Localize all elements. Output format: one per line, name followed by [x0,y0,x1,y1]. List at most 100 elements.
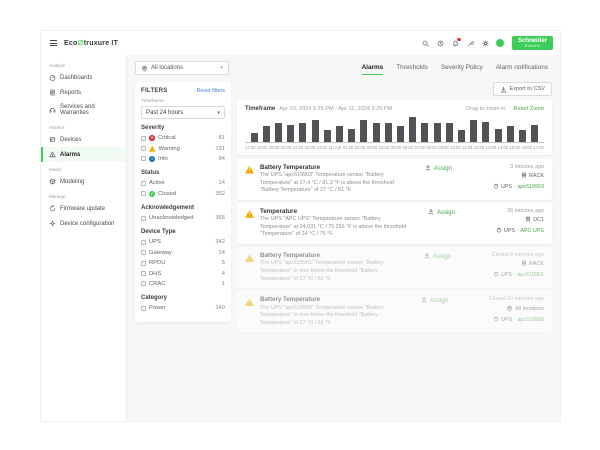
timeframe-label: Timeframe [141,99,164,104]
menu-hamburger-icon[interactable] [48,38,59,48]
x-tick-label: 17:00 [533,144,544,150]
alarm-card[interactable]: ! Battery Temperature The UPS "apc619905" … [237,291,552,333]
alarm-list: ! Battery Temperature The UPS "apc619903" … [237,158,552,336]
alarm-device-link[interactable]: UPS · APC UPS [496,227,544,235]
assign-button[interactable]: Assign [428,208,490,217]
sidebar-item-firmware-update[interactable]: Firmware update [41,201,126,216]
sidebar-item-modeling[interactable]: Modeling [41,174,126,189]
alarm-location-label: RACK [529,173,544,179]
alarm-device-name: APC UPS [520,227,544,234]
filter-item-info: i Info 94 [141,154,225,164]
filter-item-label: RPDU [149,260,166,267]
assign-button[interactable]: Assign [425,164,487,173]
reset-zoom-button[interactable]: Reset Zoom [513,106,544,112]
chart-bar-03:00 [372,123,380,142]
sidebar-item-label: Alarms [60,151,81,158]
timeframe-value: Past 24 hours [146,109,184,116]
alarm-title: Battery Temperature [260,163,321,171]
sidebar-item-services-and-warranties[interactable]: Services and Warranties [41,100,126,120]
x-tick-label: 19:00 [268,144,280,150]
timeframe-select[interactable]: Past 24 hours ▾ [141,106,225,119]
x-tick-label: 14:00 [497,144,509,150]
location-selector[interactable]: All locations ▾ [135,61,229,75]
rack-icon [521,260,527,268]
alarm-device-link[interactable]: UPS · apc619901 [493,271,544,279]
tab-severity-policy[interactable]: Severity Policy [440,64,483,71]
export-to-csv-button[interactable]: Export to CSV [492,82,552,96]
checkbox[interactable] [141,146,146,152]
app-logo: Eco∅truxure IT [64,39,118,47]
search-icon[interactable] [421,39,430,48]
sidebar-item-reports[interactable]: Reports [41,85,126,100]
sidebar-item-alarms[interactable]: Alarms [41,147,126,162]
ecostruxure-logo-mark-icon: ∅ [77,40,84,47]
person-icon [425,165,431,173]
filter-item-label: DHS [149,270,162,277]
filter-item-count: 14 [218,249,225,256]
sidebar-item-device-configuration[interactable]: Device configuration [41,216,126,231]
checkbox[interactable] [141,191,146,197]
checkbox[interactable] [141,250,146,256]
chart-bar-09:00 [445,123,453,142]
topbar-icons [421,37,505,48]
checkbox[interactable] [141,305,146,311]
user-avatar[interactable] [496,39,505,48]
chart-timeframe-range: Apr 10, 2024 5:25 PM - Apr 11, 2024 5:25… [279,106,393,112]
logo-group: Eco∅truxure IT [48,38,118,48]
tab-thresholds[interactable]: Thresholds [396,64,428,71]
alarm-location[interactable]: RACK [521,172,544,180]
sidebar-item-dashboards[interactable]: Dashboards [41,70,126,85]
assign-button[interactable]: Assign [424,252,486,261]
alarm-device-type: UPS · [500,183,516,190]
alarm-meta: Closed 8 minutes ago RACK UPS · apc619901 [492,252,544,279]
alarm-body: Battery Temperature The UPS "apc619903" T… [260,164,419,195]
chart-bars [245,116,544,142]
tab-alarm-notifications[interactable]: Alarm notifications [495,64,548,71]
filter-item-crac: CRAC 1 [141,279,225,289]
reset-filters-link[interactable]: Reset filters [196,88,225,94]
alarm-device-name: apc619905 [517,317,544,324]
chart-bar-17:00 [250,133,258,142]
alarm-card[interactable]: ! Battery Temperature The UPS "apc619901" … [237,246,552,289]
alarm-card[interactable]: ! Temperature The UPS "APC UPS" Temperatur… [237,202,552,244]
filter-group-label: Acknowledgement [141,204,195,211]
alarm-device-link[interactable]: UPS · apc619903 [493,182,544,191]
notifications-bell-icon[interactable] [451,37,461,48]
tab-alarms[interactable]: Alarms [361,64,384,75]
assign-button[interactable]: Assign [421,296,483,305]
alarm-location[interactable]: All locations [506,305,544,314]
filter-item-count: 4 [221,270,225,277]
app-body: Analyze Dashboards Reports Services and War… [41,55,560,421]
checkbox[interactable] [141,156,146,162]
content-area: All locations ▾ Alarms Thresholds Severity… [127,55,560,421]
schneider-electric-logo[interactable]: Schneider Electric [511,35,553,51]
history-clock-icon[interactable] [436,39,445,48]
chart-bar-02:00 [360,120,368,142]
closed-status-icon: ✓ [149,190,155,197]
alarm-location[interactable]: DC1 [525,216,544,224]
checkbox[interactable] [141,215,146,221]
checkbox[interactable] [141,281,146,287]
checkbox[interactable] [141,239,146,245]
person-icon [421,297,427,305]
alarm-card[interactable]: ! Battery Temperature The UPS "apc619903" … [237,158,552,200]
tools-icon[interactable] [466,39,475,48]
alarm-location[interactable]: RACK [521,260,544,268]
filter-item-count: 14 [218,180,225,187]
x-tick-label: 13:00 [485,144,497,150]
settings-gear-icon[interactable] [481,39,490,48]
alarm-history-chart[interactable]: Timeframe Apr 10, 2024 5:25 PM - Apr 11,… [237,100,552,155]
alarm-device-link[interactable]: UPS · apc619905 [493,316,544,324]
checkbox[interactable] [141,135,146,141]
sidebar-section-label: Monitor [49,125,65,130]
filter-item-label: Unacknowledged [149,215,194,222]
checkbox[interactable] [141,180,146,186]
alarm-title: Battery Temperature [260,296,321,304]
reports-icon [49,89,56,96]
sidebar-item-devices[interactable]: Devices [41,132,126,147]
x-tick-label: 10:00 [450,144,461,150]
ecostruxure-it-app: Eco∅truxure IT Schneider Electric Analyz… [40,30,561,422]
warning-severity-icon: ! [245,298,254,307]
checkbox[interactable] [141,260,146,266]
checkbox[interactable] [141,271,146,277]
